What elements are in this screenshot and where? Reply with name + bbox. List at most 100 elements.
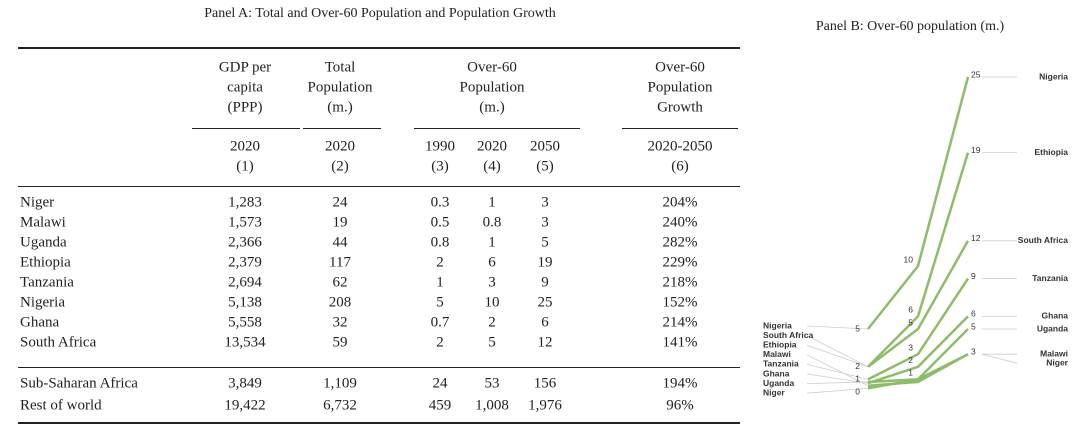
cell: 1,976 xyxy=(528,397,562,414)
cell: 2,366 xyxy=(228,234,262,251)
header-rule xyxy=(18,186,740,187)
column-header: Total xyxy=(324,59,356,76)
cell: 5,138 xyxy=(228,294,262,311)
cell: 194% xyxy=(662,375,698,392)
cell: 1 xyxy=(436,274,444,291)
leader-line xyxy=(806,381,869,384)
value-label: 3 xyxy=(971,346,976,356)
top-rule xyxy=(18,47,740,49)
cell: 282% xyxy=(662,234,698,251)
cell: 2,694 xyxy=(228,274,262,291)
country-label: Niger xyxy=(1046,357,1068,367)
summary-rule xyxy=(18,367,740,368)
value-label: 19 xyxy=(971,145,981,155)
cell: 2 xyxy=(488,314,496,331)
column-header: Population xyxy=(307,79,373,96)
country-label: Uganda xyxy=(763,378,794,388)
column-header: (m.) xyxy=(479,99,505,116)
column-header: Population xyxy=(459,79,525,96)
cell: 3 xyxy=(541,214,549,231)
panel-title: Panel B: Over-60 population (m.) xyxy=(815,19,1005,34)
column-number: (5) xyxy=(536,158,554,175)
leader-line xyxy=(806,335,869,368)
cell: 0.7 xyxy=(430,314,450,331)
cell: 9 xyxy=(541,274,549,291)
cell: 3 xyxy=(488,274,496,291)
country-label: South Africa xyxy=(763,330,813,340)
column-header: Population xyxy=(647,79,713,96)
leader-line xyxy=(806,354,869,387)
country-label: Ghana xyxy=(763,368,790,378)
country-label: South Africa xyxy=(1018,235,1068,245)
cell: 96% xyxy=(666,397,694,414)
cell: 2,379 xyxy=(228,254,262,271)
value-label: 9 xyxy=(971,271,976,281)
column-header: Growth xyxy=(657,99,703,116)
cell: 62 xyxy=(332,274,348,291)
value-label: 5 xyxy=(908,317,913,327)
cell: 0.8 xyxy=(482,214,502,231)
cell: 208 xyxy=(328,294,352,311)
panel-title: Panel A: Total and Over-60 Population an… xyxy=(204,6,556,21)
value-label: 12 xyxy=(971,233,981,243)
cell: 5 xyxy=(541,234,549,251)
leader-line xyxy=(806,364,869,380)
column-header: GDP per xyxy=(218,59,272,76)
bottom-rule xyxy=(18,422,740,424)
cell: 0.3 xyxy=(430,194,450,211)
country-label: Ethiopia xyxy=(763,339,797,349)
slope-line xyxy=(867,76,970,330)
value-label: 3 xyxy=(908,342,913,352)
row-label: Uganda xyxy=(20,234,67,251)
cell: 2 xyxy=(436,334,444,351)
cell: 44 xyxy=(332,234,348,251)
country-label: Malawi xyxy=(763,349,791,359)
value-label: 6 xyxy=(908,305,913,315)
country-label: Nigeria xyxy=(763,320,792,330)
value-label: 5 xyxy=(971,321,976,331)
cell: 53 xyxy=(484,375,500,392)
underline xyxy=(622,128,738,129)
cell: 0.5 xyxy=(430,214,450,231)
country-label: Tanzania xyxy=(1032,273,1068,283)
country-label: Niger xyxy=(763,387,785,397)
cell: 24 xyxy=(432,375,448,392)
year-header: 2020 xyxy=(477,138,507,155)
leader-line xyxy=(806,325,869,330)
column-number: (4) xyxy=(483,158,501,175)
slope-line xyxy=(867,353,969,387)
row-label: Sub-Saharan Africa xyxy=(20,375,138,392)
underline xyxy=(303,128,381,129)
slope-line xyxy=(867,315,969,385)
cell: 19,422 xyxy=(224,397,266,414)
cell: 141% xyxy=(662,334,698,351)
row-label: Nigeria xyxy=(20,294,65,311)
cell: 204% xyxy=(662,194,698,211)
column-number: (2) xyxy=(331,158,349,175)
cell: 19 xyxy=(332,214,348,231)
leader-line xyxy=(981,353,1018,364)
cell: 229% xyxy=(662,254,698,271)
slope-line xyxy=(867,328,969,384)
cell: 1,109 xyxy=(323,375,357,392)
slope-line xyxy=(867,240,970,368)
country-label: Ghana xyxy=(1042,311,1069,321)
year-header: 2020-2050 xyxy=(647,138,713,155)
country-label: Nigeria xyxy=(1039,71,1068,81)
cell: 5 xyxy=(436,294,444,311)
leader-line xyxy=(806,387,869,394)
cell: 240% xyxy=(662,214,698,231)
value-label: 0 xyxy=(855,386,860,396)
cell: 10 xyxy=(484,294,500,311)
cell: 117 xyxy=(329,254,351,271)
leader-line xyxy=(806,373,869,384)
year-header: 1990 xyxy=(425,138,455,155)
cell: 1,008 xyxy=(475,397,509,414)
cell: 152% xyxy=(662,294,698,311)
cell: 13,534 xyxy=(224,334,266,351)
value-label: 2 xyxy=(855,361,860,371)
column-header: Over-60 xyxy=(655,59,705,76)
value-label: 1 xyxy=(908,368,913,378)
